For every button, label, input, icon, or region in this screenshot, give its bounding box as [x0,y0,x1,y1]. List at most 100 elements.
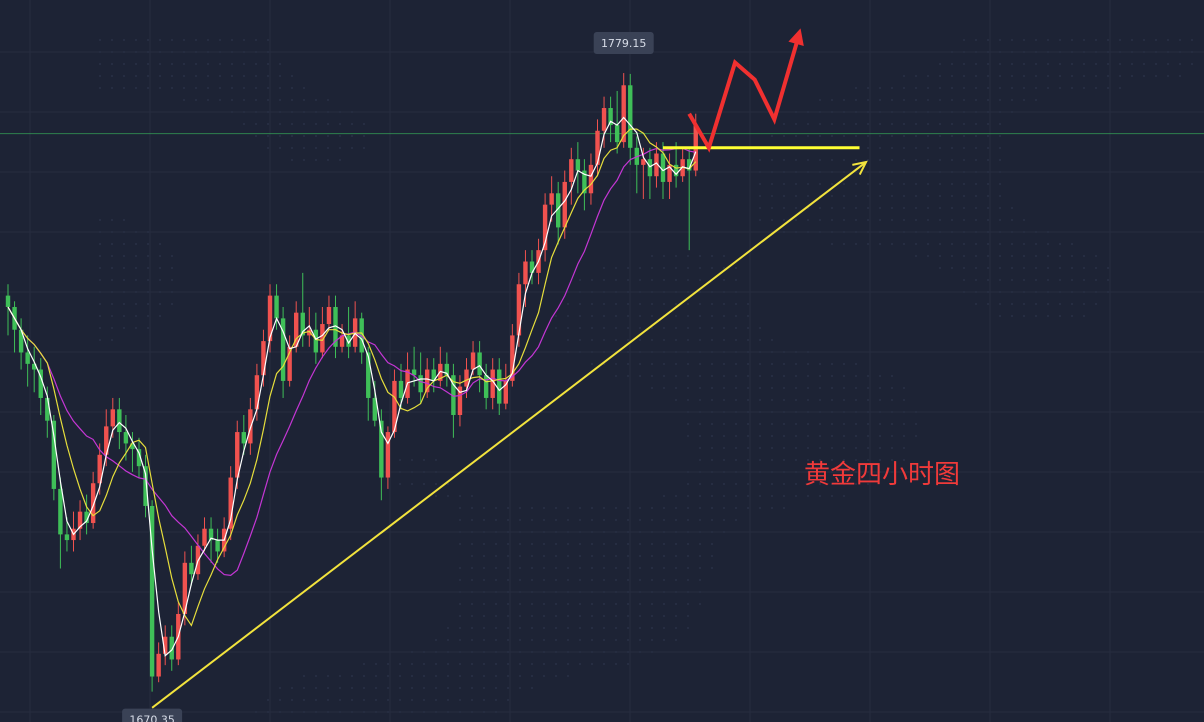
map-dot [495,519,497,521]
map-dot [159,39,161,41]
map-dot [627,279,629,281]
map-dot [1047,267,1049,269]
map-dot [759,195,761,197]
map-dot [939,135,941,137]
map-dot [291,135,293,137]
map-dot [279,75,281,77]
map-dot [831,207,833,209]
map-dot [939,267,941,269]
map-dot [447,687,449,689]
map-dot [579,339,581,341]
candle-body [149,505,155,677]
map-dot [927,159,929,161]
map-dot [123,267,125,269]
candle-body [431,369,436,381]
candle-body [359,318,364,353]
map-dot [147,75,149,77]
map-dot [771,339,773,341]
map-dot [903,219,905,221]
map-dot [279,63,281,65]
map-dot [483,543,485,545]
map-dot [507,543,509,545]
map-dot [663,507,665,509]
map-dot [435,663,437,665]
map-dot [999,63,1001,65]
map-dot [471,579,473,581]
map-dot [267,123,269,125]
map-dot [579,327,581,329]
candle-body [660,153,666,182]
map-dot [987,75,989,77]
map-dot [243,75,245,77]
map-dot [783,159,785,161]
map-dot [615,639,617,641]
candle-body [5,295,11,307]
candle-body [97,454,102,484]
candle-body [163,636,168,654]
map-dot [351,123,353,125]
map-dot [963,75,965,77]
map-dot [783,435,785,437]
map-dot [675,567,677,569]
map-dot [687,567,689,569]
candle-body [483,375,489,398]
map-dot [675,327,677,329]
map-dot [771,183,773,185]
map-dot [579,663,581,665]
map-dot [963,243,965,245]
map-dot [567,627,569,629]
map-dot [915,99,917,101]
map-dot [267,699,269,701]
map-dot [699,543,701,545]
map-dot [591,639,593,641]
map-dot [987,195,989,197]
map-dot [111,243,113,245]
map-dot [507,627,509,629]
map-dot [519,519,521,521]
map-dot [1023,39,1025,41]
map-dot [699,483,701,485]
map-dot [747,399,749,401]
map-dot [651,303,653,305]
map-dot [459,663,461,665]
map-dot [855,183,857,185]
map-dot [795,363,797,365]
map-dot [1071,63,1073,65]
map-dot [867,375,869,377]
map-dot [687,315,689,317]
map-dot [435,459,437,461]
map-dot [819,363,821,365]
map-dot [783,195,785,197]
candle-body [372,397,377,421]
map-dot [975,279,977,281]
map-dot [459,675,461,677]
map-dot [831,243,833,245]
map-dot [255,135,257,137]
map-dot [987,135,989,137]
map-dot [1059,303,1061,305]
map-dot [639,315,641,317]
map-dot [147,303,149,305]
map-dot [603,267,605,269]
map-dot [771,423,773,425]
candle-body [523,261,528,285]
map-dot [831,195,833,197]
map-dot [735,303,737,305]
map-dot [615,555,617,557]
candle-body [673,164,679,177]
map-dot [267,135,269,137]
map-dot [639,267,641,269]
map-dot [1047,255,1049,257]
map-dot [915,255,917,257]
map-dot [867,207,869,209]
candle-body [130,443,135,450]
map-dot [483,687,485,689]
map-dot [471,615,473,617]
map-dot [711,303,713,305]
map-dot [771,219,773,221]
map-dot [663,615,665,617]
map-dot [1191,39,1193,41]
map-dot [723,363,725,365]
map-dot [99,279,101,281]
map-dot [147,243,149,245]
